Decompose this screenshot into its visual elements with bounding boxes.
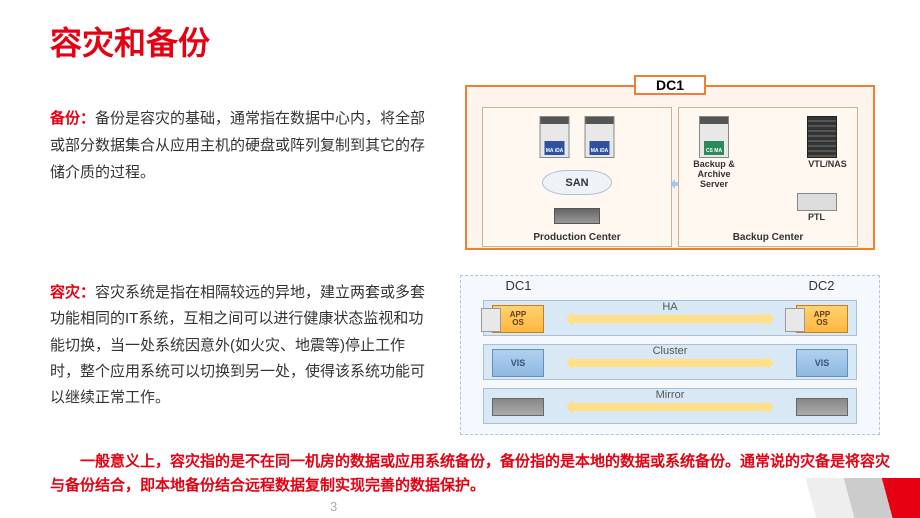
cluster-layer: VIS Cluster VIS (483, 344, 857, 380)
dr-definition: 容灾：容灾系统是指在相隔较远的异地，建立两套或多套功能相同的IT系统，互相之间可… (50, 280, 430, 411)
ptl-label: PTL (794, 213, 839, 223)
dr-diagram: DC1 DC2 APPOS HA APPOS VIS Cluster VIS M… (460, 275, 880, 435)
ha-link: HA (569, 315, 771, 323)
backup-center-label: Backup Center (679, 232, 857, 243)
dc1-storage-node (492, 398, 544, 416)
ptl-device (797, 193, 837, 211)
backup-center-box: CS MA Backup & Archive Server VTL/NAS PT… (678, 107, 858, 247)
dc2-app-node: APPOS (796, 305, 848, 333)
prod-storage (554, 208, 600, 224)
page-number: 3 (330, 499, 337, 514)
cluster-link: Cluster (569, 359, 771, 367)
ha-label: HA (569, 301, 771, 313)
cluster-label: Cluster (569, 345, 771, 357)
vtl-label: VTL/NAS (800, 160, 855, 170)
dr-label: 容灾： (50, 284, 95, 301)
dc1-header: DC1 (476, 278, 561, 293)
vtl-nas-device (807, 116, 837, 158)
prod-server-1: MA iDA (540, 116, 570, 158)
san-cloud: SAN (542, 170, 612, 195)
dc1-vis-node: VIS (492, 349, 544, 377)
production-center-box: MA iDA MA iDA SAN Production Center (482, 107, 672, 247)
backup-text: 备份是容灾的基础，通常指在数据中心内，将全部或部分数据集合从应用主机的硬盘或阵列… (50, 110, 425, 181)
backup-definition: 备份：备份是容灾的基础，通常指在数据中心内，将全部或部分数据集合从应用主机的硬盘… (50, 105, 430, 186)
dc1-container: MA iDA MA iDA SAN Production Center CS M… (465, 85, 875, 250)
dc1-label: DC1 (634, 75, 706, 95)
backup-label: 备份： (50, 110, 95, 127)
prod-center-label: Production Center (483, 232, 671, 243)
page-title: 容灾和备份 (50, 18, 210, 64)
backup-server-label: Backup & Archive Server (684, 160, 744, 190)
slide-accent-graphic (740, 478, 920, 518)
dc2-storage-node (796, 398, 848, 416)
ha-layer: APPOS HA APPOS (483, 300, 857, 336)
dr-text: 容灾系统是指在相隔较远的异地，建立两套或多套功能相同的IT系统，互相之间可以进行… (50, 284, 425, 406)
prod-server-2: MA iDA (585, 116, 615, 158)
prod-servers: MA iDA MA iDA (540, 116, 615, 158)
dc2-vis-node: VIS (796, 349, 848, 377)
mirror-layer: Mirror (483, 388, 857, 424)
mirror-label: Mirror (569, 389, 771, 401)
backup-server-wrap: CS MA (699, 116, 729, 163)
backup-diagram: MA iDA MA iDA SAN Production Center CS M… (460, 75, 880, 250)
mirror-link: Mirror (569, 403, 771, 411)
backup-server: CS MA (699, 116, 729, 158)
dc1-app-node: APPOS (492, 305, 544, 333)
dc2-header: DC2 (779, 278, 864, 293)
